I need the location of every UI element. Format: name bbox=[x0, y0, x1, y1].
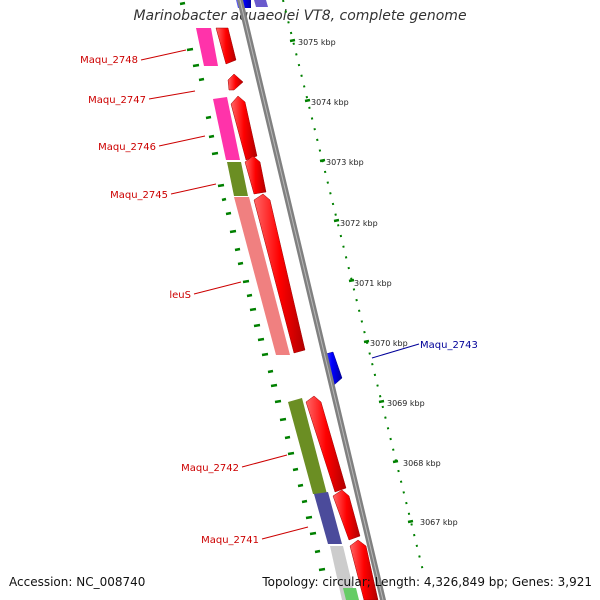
gene-label-maqu-2745[interactable]: Maqu_2745 bbox=[110, 190, 168, 201]
gene-label-maqu-2747[interactable]: Maqu_2747 bbox=[88, 95, 146, 106]
gene-arrow-bottom bbox=[349, 539, 379, 600]
gene-arrow-maqu-2745 bbox=[244, 155, 267, 195]
cog-block-maqu-2742 bbox=[288, 398, 327, 494]
backbone-highlight bbox=[239, 0, 384, 600]
ruler-label-3070: 3070 kbp bbox=[370, 339, 408, 348]
gene-arrow-maqu-2747 bbox=[227, 73, 244, 91]
gene-label-maqu-2746[interactable]: Maqu_2746 bbox=[98, 142, 156, 153]
cog-block-bottom-green bbox=[343, 588, 359, 600]
gene-label-maqu-2741[interactable]: Maqu_2741 bbox=[201, 535, 259, 546]
genome-summary: Topology: circular; Length: 4,326,849 bp… bbox=[262, 575, 592, 589]
gene-label-maqu-2743[interactable]: Maqu_2743 bbox=[420, 340, 478, 351]
cog-block-top-magenta bbox=[196, 28, 218, 66]
gene-arrow-leus bbox=[253, 193, 306, 354]
ruler-label-3067: 3067 kbp bbox=[420, 518, 458, 527]
map-title: Marinobacter aquaeolei VT8, complete gen… bbox=[133, 8, 467, 24]
cog-block-maqu-2745 bbox=[227, 162, 248, 196]
label-callouts bbox=[140, 49, 309, 540]
gene-arrow-maqu-2741 bbox=[332, 489, 361, 541]
gene-labels: Maqu_2748 Maqu_2747 Maqu_2746 Maqu_2745 … bbox=[80, 55, 259, 546]
gene-label-maqu-2742[interactable]: Maqu_2742 bbox=[181, 463, 239, 474]
ruler-label-3075: 3075 kbp bbox=[298, 38, 336, 47]
gene-arrow-maqu-2742 bbox=[305, 395, 347, 493]
ruler-label-3072: 3072 kbp bbox=[340, 219, 378, 228]
cog-blocks bbox=[196, 28, 359, 600]
cog-block-maqu-2741 bbox=[314, 492, 342, 544]
ruler-tick-marks bbox=[289, 38, 414, 524]
cog-block-maqu-2746 bbox=[213, 97, 240, 160]
gene-arrow-maqu-2748 bbox=[215, 27, 237, 65]
ruler-labels: 3075 kbp 3074 kbp 3073 kbp 3072 kbp 3071… bbox=[298, 38, 458, 527]
cog-block-bottom-gray bbox=[330, 546, 356, 600]
ruler-label-3074: 3074 kbp bbox=[311, 98, 349, 107]
label-callout-maqu-2743 bbox=[371, 343, 420, 359]
gene-label-leus[interactable]: leuS bbox=[169, 290, 191, 301]
ruler-label-3071: 3071 kbp bbox=[354, 279, 392, 288]
gene-arrow-maqu-2746 bbox=[230, 95, 258, 161]
accession-label: Accession: NC_008740 bbox=[9, 575, 146, 589]
ruler-label-3069: 3069 kbp bbox=[387, 399, 425, 408]
partial-cog-block-top bbox=[254, 0, 268, 7]
gc-skew-track bbox=[179, 1, 326, 572]
gene-label-maqu-2748[interactable]: Maqu_2748 bbox=[80, 55, 138, 66]
ruler-label-3073: 3073 kbp bbox=[326, 158, 364, 167]
forward-strand-genes bbox=[215, 27, 379, 600]
ruler-label-3068: 3068 kbp bbox=[403, 459, 441, 468]
cog-block-leus bbox=[234, 197, 290, 355]
